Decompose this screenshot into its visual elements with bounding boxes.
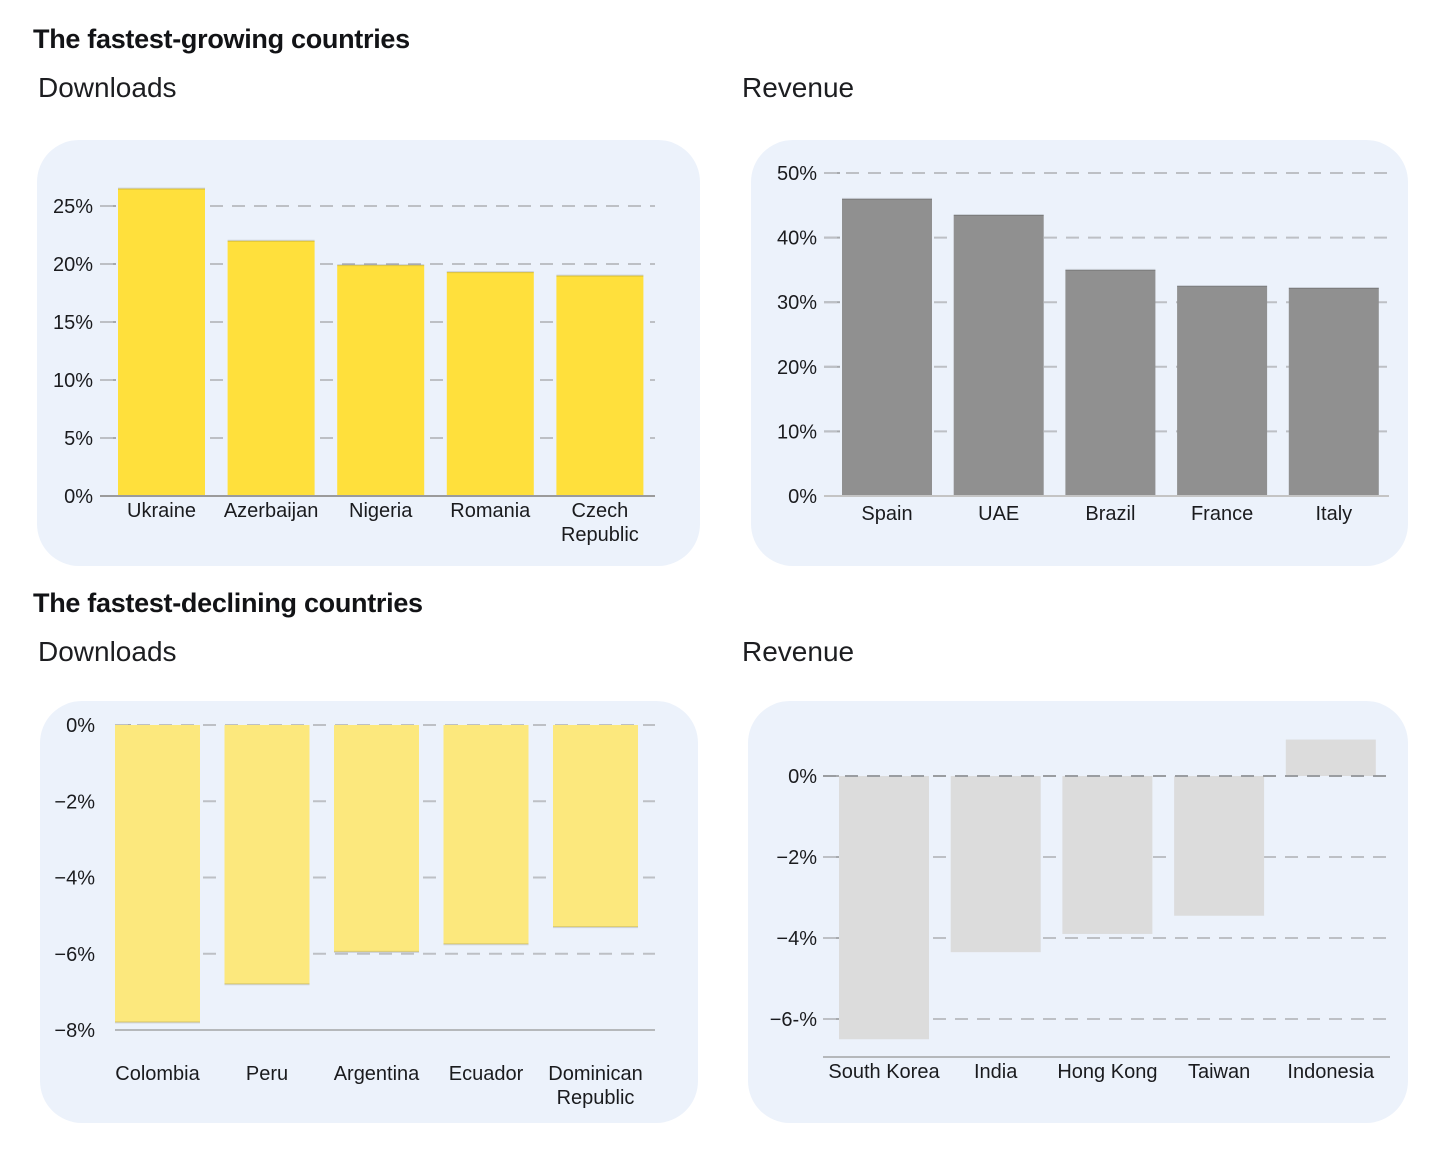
x-category-label: UAE xyxy=(978,503,1019,525)
y-tick-label: 10% xyxy=(53,370,93,392)
y-tick-label: 30% xyxy=(777,292,817,314)
x-category-label: Taiwan xyxy=(1188,1061,1250,1083)
bar xyxy=(1285,739,1376,776)
x-category-label: Spain xyxy=(861,503,912,525)
chart-growing-revenue: 0% 10% 20% 30% 40% 50% Spain UAE Brazil France Ita… xyxy=(751,140,1408,566)
bar xyxy=(839,776,929,1040)
bar xyxy=(224,725,310,985)
chart-growing-downloads: 0% 5% 10% 15% 20% 25% Ukraine Azerbaijan Nigeria… xyxy=(37,140,700,566)
x-category-label: Italy xyxy=(1315,503,1352,525)
x-category-label: Romania xyxy=(450,500,531,522)
x-category-label: Ecuador xyxy=(449,1063,524,1085)
y-tick-label: 20% xyxy=(777,357,817,379)
x-category-label: Brazil xyxy=(1085,503,1135,525)
y-tick-label: −8% xyxy=(54,1020,95,1042)
section-title-growing: The fastest-growing countries xyxy=(33,24,410,54)
x-category-label: Argentina xyxy=(334,1063,420,1085)
x-category-label: Hong Kong xyxy=(1057,1061,1157,1083)
x-category-label: Nigeria xyxy=(349,500,413,522)
bar xyxy=(334,725,419,952)
bar xyxy=(227,240,315,496)
growing-revenue-svg: 0% 10% 20% 30% 40% 50% Spain UAE Brazil France Ita… xyxy=(777,163,1389,525)
chart-declining-downloads: 0% −2% −4% −6% −8% Colombia Peru Argentina Ecuad… xyxy=(40,701,698,1123)
chart-subtitle-growing-revenue: Revenue xyxy=(742,72,855,103)
chart-declining-revenue: 0% −2% −4% −6-% South Korea India Hong Kong Tai… xyxy=(748,701,1408,1123)
chart-panel-growing-downloads: 0% 5% 10% 15% 20% 25% Ukraine Azerbaijan Nigeria… xyxy=(37,140,700,566)
x-category-label: Azerbaijan xyxy=(224,500,319,522)
y-tick-label: −4% xyxy=(54,868,95,890)
bar xyxy=(118,188,205,496)
bar xyxy=(446,272,534,496)
growing-downloads-svg: 0% 5% 10% 15% 20% 25% Ukraine Azerbaijan Nigeria… xyxy=(53,187,655,546)
chart-subtitle-declining-downloads: Downloads xyxy=(38,636,177,667)
x-category-label: India xyxy=(974,1061,1018,1083)
bar xyxy=(1174,776,1265,916)
x-category-label: Indonesia xyxy=(1287,1061,1375,1083)
y-tick-label: −4% xyxy=(776,928,817,950)
y-tick-label: 15% xyxy=(53,312,93,334)
chart-subtitle-declining-revenue: Revenue xyxy=(742,636,855,667)
bar xyxy=(842,198,932,496)
bar xyxy=(950,776,1041,953)
y-tick-label: −6% xyxy=(54,944,95,966)
y-tick-label: −2% xyxy=(54,791,95,813)
bar xyxy=(337,265,425,496)
bar xyxy=(1288,287,1379,496)
declining-downloads-svg: 0% −2% −4% −6% −8% Colombia Peru Argentina Ecuad… xyxy=(54,715,655,1109)
chart-panel-declining-downloads: 0% −2% −4% −6% −8% Colombia Peru Argentina Ecuad… xyxy=(40,701,698,1123)
y-tick-label: 0% xyxy=(66,715,95,737)
y-tick-label: 0% xyxy=(788,766,817,788)
y-tick-label: 0% xyxy=(64,486,93,508)
chart-panel-growing-revenue: 0% 10% 20% 30% 40% 50% Spain UAE Brazil France Ita… xyxy=(751,140,1408,566)
y-tick-label: 20% xyxy=(53,254,93,276)
y-tick-label: 5% xyxy=(64,428,93,450)
x-category-label: Republic xyxy=(561,524,639,546)
chart-subtitle-growing-downloads: Downloads xyxy=(38,72,177,103)
x-category-label: Peru xyxy=(246,1063,288,1085)
x-category-label: Republic xyxy=(557,1087,635,1109)
y-tick-label: 40% xyxy=(777,228,817,250)
bar xyxy=(115,725,200,1023)
chart-panel-declining-revenue: 0% −2% −4% −6-% South Korea India Hong Kong Tai… xyxy=(748,701,1408,1123)
x-category-label: France xyxy=(1191,503,1253,525)
y-tick-label: 50% xyxy=(777,163,817,185)
section-title-declining: The fastest-declining countries xyxy=(33,588,423,618)
bar xyxy=(1065,269,1156,496)
x-category-label: Ukraine xyxy=(127,500,196,522)
y-tick-label: 10% xyxy=(777,421,817,443)
y-tick-label: −2% xyxy=(776,847,817,869)
y-tick-label: 25% xyxy=(53,196,93,218)
bar xyxy=(443,725,529,945)
bar xyxy=(1062,776,1153,934)
y-tick-label: −6-% xyxy=(770,1009,817,1031)
bar xyxy=(553,725,638,928)
x-category-label: Dominican xyxy=(548,1063,642,1085)
bar xyxy=(556,275,644,496)
y-tick-label: 0% xyxy=(788,486,817,508)
x-category-label: Czech xyxy=(572,500,629,522)
bar xyxy=(1177,286,1268,496)
x-category-label: South Korea xyxy=(828,1061,940,1083)
bar xyxy=(953,214,1044,496)
declining-revenue-svg: 0% −2% −4% −6-% South Korea India Hong Kong Tai… xyxy=(770,739,1390,1083)
x-category-label: Colombia xyxy=(115,1063,200,1085)
